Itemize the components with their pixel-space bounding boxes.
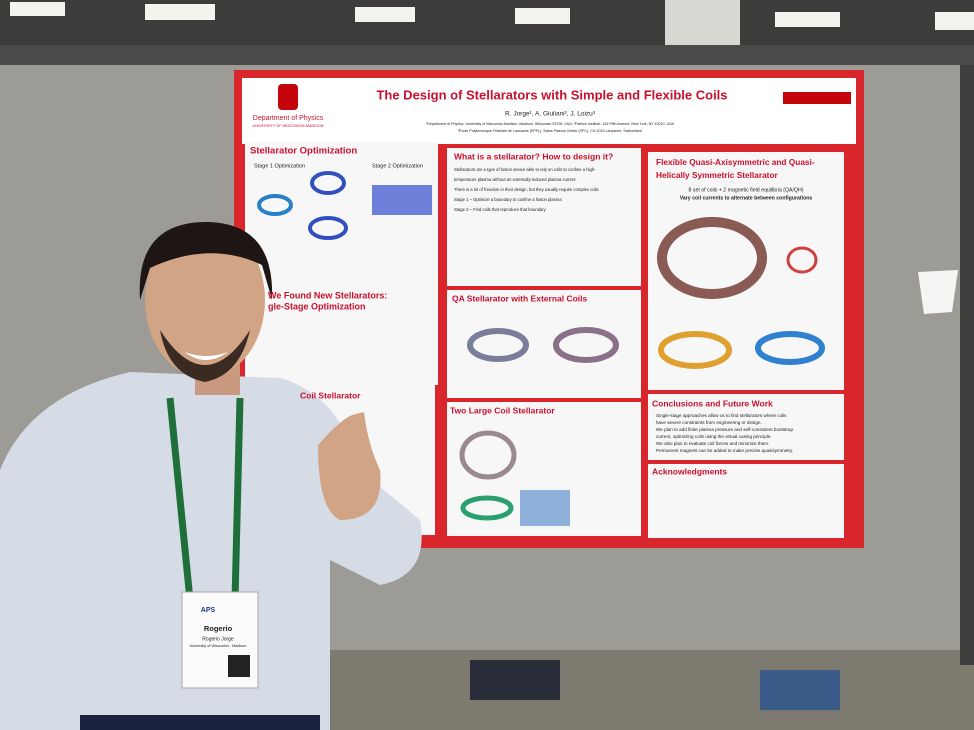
- teeth: [185, 352, 228, 360]
- ceiling-light: [10, 2, 65, 16]
- poster-header: [242, 78, 856, 144]
- ceiling-light: [935, 12, 974, 30]
- text-layer: The Design of Stellarators with Simple a…: [190, 87, 815, 648]
- beard: [160, 330, 250, 382]
- body-text: We also plan to evaluate coil forces and…: [656, 441, 769, 446]
- section-heading: Flexible Quasi-Axisymmetric and Quasi-: [656, 157, 815, 167]
- wall-edge: [960, 65, 974, 665]
- panel: [245, 142, 438, 385]
- badge-first-name: Rogerio: [204, 624, 233, 633]
- panel: [648, 152, 844, 390]
- figure-coils: [467, 328, 529, 362]
- person-legs: [760, 670, 840, 710]
- figure-torus: [310, 171, 346, 195]
- thumbs-up-hand: [318, 412, 381, 520]
- subheading: Stage 1 Optimization: [254, 163, 305, 169]
- panel: [447, 148, 641, 286]
- badge-org: APS: [201, 607, 216, 614]
- figure-torus: [257, 194, 293, 216]
- ceiling-light: [515, 8, 570, 24]
- pants: [80, 715, 320, 730]
- figure-surface: [658, 331, 732, 369]
- body-text: There is a lot of freedom in their desig…: [454, 187, 599, 192]
- figure-coils: [553, 327, 619, 363]
- figure-coils: [459, 430, 517, 480]
- qr-area: [783, 92, 851, 104]
- body-text: Single-stage approaches allow us to find…: [656, 413, 787, 418]
- figure-torus: [308, 216, 348, 240]
- badge-qr: [228, 655, 250, 677]
- subheading: Stage 2 Optimization: [372, 163, 423, 169]
- section-heading: QA Stellarator with External Coils: [452, 293, 588, 303]
- body-text: We plan to add finite plasma pressure an…: [656, 427, 793, 432]
- ceiling-light: [355, 7, 415, 22]
- section-heading: Stellarator Optimization: [250, 146, 357, 157]
- body-text: Stage 2 – Find coils that reproduce that…: [454, 207, 547, 212]
- university: UNIVERSITY OF WISCONSIN-MADISON: [252, 124, 323, 128]
- figure-coils: [657, 217, 767, 299]
- body-text: Stage 1 – Optimize a boundary to confine…: [454, 197, 562, 202]
- department: Department of Physics: [253, 115, 324, 122]
- section-heading: gle-Stage Optimization: [268, 301, 366, 311]
- face: [145, 222, 265, 378]
- badge-institution: University of Wisconsin - Madison: [190, 644, 247, 648]
- uw-crest: [278, 84, 298, 110]
- body-text: current, optimizing coils using the virt…: [656, 434, 772, 439]
- poster-affiliation: ³École Polytechnique Fédérale de Lausann…: [458, 128, 642, 133]
- paper-cup: [918, 270, 958, 314]
- figure-surface: [755, 331, 825, 365]
- section-heading: Two Large Coil Stellarator: [450, 405, 555, 415]
- body-text: 8 set of coils + 2 magnetic field equili…: [689, 187, 804, 193]
- section-heading: Coil Stellarator: [300, 390, 361, 400]
- panel: [447, 290, 641, 398]
- section-heading: Helically Symmetric Stellarator: [656, 170, 779, 180]
- section-heading: We Found New Stellarators:: [268, 290, 387, 300]
- body-text: temperature plasma without an externally…: [454, 177, 576, 182]
- section-heading: Acknowledgments: [652, 466, 727, 476]
- hair: [139, 221, 273, 300]
- wall-frame: [0, 45, 974, 65]
- section-heading: What is a stellarator? How to design it?: [454, 151, 613, 161]
- shirt: [0, 372, 422, 730]
- panel: [648, 394, 844, 460]
- poster-title: The Design of Stellarators with Simple a…: [376, 87, 727, 102]
- ceiling-light: [145, 4, 215, 20]
- figure-plot: [520, 490, 570, 526]
- body-text: Vary coil currents to alternate between …: [680, 195, 813, 201]
- body-text: Permanent magnets can be added to make p…: [656, 448, 793, 453]
- body-text: have severe constraints from engineering…: [656, 420, 762, 425]
- ceiling-light: [775, 12, 840, 27]
- person-legs: [470, 660, 560, 700]
- panel: [648, 464, 844, 538]
- poster-affiliation: ¹Department of Physics, University of Wi…: [426, 122, 674, 126]
- poster-authors: R. Jorge¹, A. Giuliani², J. Loizu³: [505, 111, 596, 118]
- section-heading: Conclusions and Future Work: [652, 398, 773, 408]
- figure-flowchart: [372, 185, 432, 215]
- figure-coils: [786, 246, 818, 274]
- badge-full-name: Rogerio Jorge: [202, 636, 234, 642]
- figure-surface: [460, 495, 514, 521]
- lanyard: [166, 397, 244, 601]
- body-text: Stellarators are a type of fusion device…: [454, 167, 596, 172]
